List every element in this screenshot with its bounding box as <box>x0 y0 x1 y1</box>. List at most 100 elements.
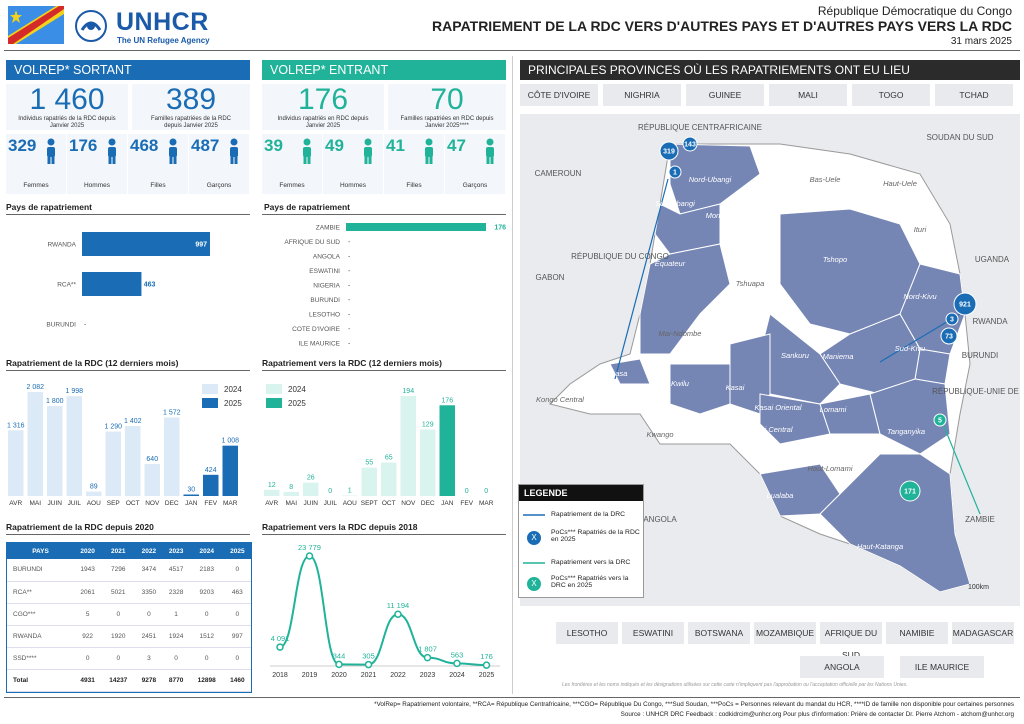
in2018-title: Rapatriement vers la RDC depuis 2018 <box>262 522 418 532</box>
person-icon <box>230 138 238 164</box>
sortant-individus: 1 460 <box>29 83 105 116</box>
data-point <box>335 660 343 669</box>
legend-title: LEGENDE <box>519 485 643 501</box>
bubble-out <box>682 136 698 152</box>
x-tick-label: 2023 <box>420 672 436 679</box>
bubble-out <box>668 165 682 179</box>
table2020-title: Rapatriement de la RDC depuis 2020 <box>6 522 154 532</box>
bar-value-label: 2 082 <box>26 384 44 391</box>
province-label: Kongo Central <box>536 395 584 404</box>
x-tick-label: JUIL <box>324 500 338 507</box>
table-cell: 3350 <box>135 581 163 604</box>
bar-value-label: 176 <box>441 397 453 404</box>
out12-title: Rapatriement de la RDC (12 derniers mois… <box>6 358 179 368</box>
province-label: Ituri <box>914 225 927 234</box>
table-cell: RCA** <box>7 581 75 604</box>
bar-value-label: 463 <box>144 282 156 289</box>
bar-value-label: 1 800 <box>46 398 64 405</box>
data-label: 23 779 <box>298 543 321 552</box>
province-kwilu <box>669 363 731 415</box>
bar-value-label: 89 <box>90 484 98 491</box>
data-point <box>423 653 432 662</box>
bar <box>125 425 141 496</box>
pays-out-title: Pays de rapatriement <box>6 202 92 212</box>
bar <box>8 430 24 496</box>
bar-value-label: - <box>348 254 351 261</box>
table-cell: 922 <box>74 625 102 648</box>
table-cell: 0 <box>223 647 251 670</box>
bar-value-label: 640 <box>146 456 158 463</box>
province-tanganyika <box>869 378 951 455</box>
bubble-out-label: 921 <box>959 302 971 309</box>
bar-category-label: RCA** <box>57 282 76 289</box>
demo-garcons-label: Garçons <box>462 182 488 189</box>
bar-category-label: NIGERIA <box>313 283 340 290</box>
province-label: Lualaba <box>767 491 794 500</box>
bar-value-label: 26 <box>307 475 315 482</box>
country-button: LESOTHO <box>556 622 618 644</box>
province-label: Haut-Lomami <box>807 464 852 473</box>
neighbor-label: ANGOLA <box>643 515 677 524</box>
table-cell: 3 <box>135 647 163 670</box>
table-cell: 8770 <box>162 669 190 692</box>
demo-femmes-label: Femmes <box>279 182 305 189</box>
province-label: Sankuru <box>781 351 810 360</box>
person-icon <box>303 138 311 164</box>
country-button: MADAGASCAR <box>952 622 1014 644</box>
entrant-individus: 176 <box>297 83 349 116</box>
bar-category-label: ESWATINI <box>309 268 340 275</box>
bar-value-label: 0 <box>328 488 332 495</box>
table-cell: 2183 <box>189 559 224 582</box>
data-point <box>276 643 284 651</box>
sortant-familles-label: Familles rapatriées de la RDC depuis Jan… <box>150 116 232 129</box>
country-button: NIGHRIA <box>603 84 681 106</box>
pays-in-title: Pays de rapatriement <box>264 202 350 212</box>
province-label: Sud-Ubangi <box>655 199 695 208</box>
bubble-in <box>933 413 947 427</box>
scale-label: 100km <box>968 584 989 591</box>
entrant-familles-label: Familles rapatriées en RDC depuis Janvie… <box>400 116 494 129</box>
demo-filles-value: 468 <box>130 136 159 155</box>
demo-filles: 41 Filles <box>384 134 444 194</box>
legend-swatch <box>266 384 282 394</box>
bar-value-label: 1 290 <box>104 424 122 431</box>
arrow-green-icon <box>523 562 545 564</box>
unhcr-logo: UNHCR The UN Refugee Agency <box>70 6 230 46</box>
x-tick-label: 2018 <box>272 672 288 679</box>
table-cell: BURUNDI <box>7 559 75 582</box>
legend-swatch <box>202 384 218 394</box>
bar-category-label: ZAMBIE <box>316 225 341 232</box>
source: Source : UNHCR DRC Feedback : codkidrcim… <box>620 711 1014 718</box>
province-label: Kinshasa <box>597 369 628 378</box>
table-cell: 0 <box>101 603 136 626</box>
in12-chart: AVR 12 MAI 8 JUIN 26 JUIL 0 AOU 1 SEPT 55 OCT 65 NOV 19… <box>264 384 494 507</box>
data-point <box>453 659 461 668</box>
bar-value-label: 1 572 <box>163 409 181 416</box>
country-button: ESWATINI <box>622 622 684 644</box>
bottom-countries: LESOTHO ESWATINI BOTSWANA MOZAMBIQUE AFRIQUE… <box>556 622 1022 660</box>
pays-out-chart: RWANDA 997 RCA** 463 BURUNDI - <box>46 232 210 329</box>
table-cell: 3474 <box>135 559 163 582</box>
province-label: Nord-Ubangi <box>689 175 732 184</box>
data-label: 344 <box>333 651 346 660</box>
bar-category-label: RWANDA <box>47 242 76 249</box>
drc-flag-icon <box>8 6 64 44</box>
bar-value-label: 194 <box>402 388 414 395</box>
table-cell: 2061 <box>74 581 102 604</box>
person-icon <box>47 138 55 164</box>
legend-item-4: PoCs*** Rapatriés vers la DRC en 2025 <box>551 575 629 589</box>
table-cell: 0 <box>74 647 102 670</box>
province-label: Tshuapa <box>736 279 765 288</box>
table-cell: 1943 <box>74 559 102 582</box>
x-tick-label: NOV <box>145 500 160 507</box>
header-date: 31 mars 2025 <box>950 36 1012 47</box>
sortant-individus-card: 1 460 Individus rapatriés de la RDC depu… <box>6 84 128 130</box>
table-cell: 12898 <box>189 669 224 692</box>
table-cell: 5021 <box>101 581 136 604</box>
table-row: RWANDA 922 1920 2451 1924 1512 997 <box>7 625 251 648</box>
bar-category-label: AFRIQUE DU SUD <box>284 239 340 246</box>
demo-hommes: 176 Hommes <box>67 134 127 194</box>
table-header-cell: 2020 <box>74 543 102 559</box>
data-label: 4 091 <box>271 634 290 643</box>
entrant-familles-card: 70 Familles rapatriées en RDC depuis Jan… <box>388 84 506 130</box>
